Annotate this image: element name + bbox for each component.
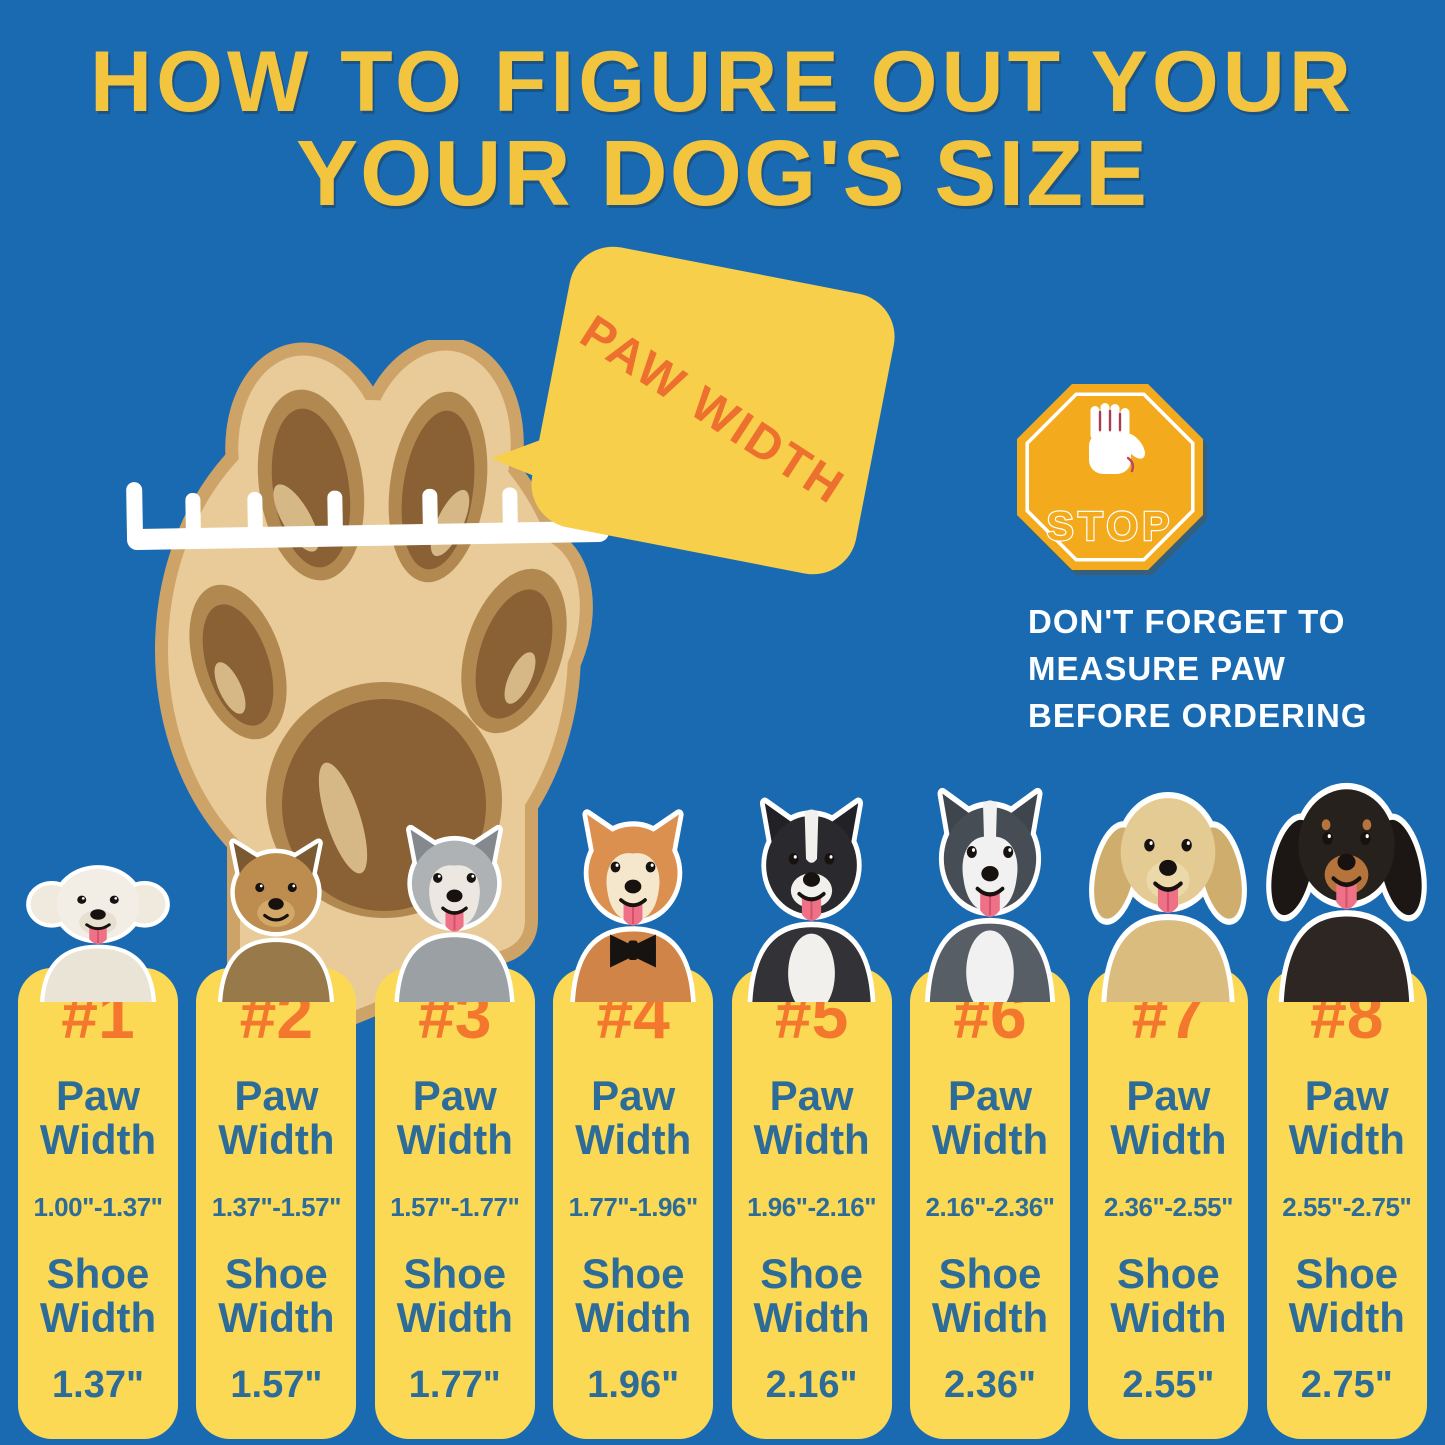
- page-title: HOW TO FIGURE OUT YOUR YOUR DOG'S SIZE: [0, 34, 1445, 225]
- size-card: #7 Paw Width 2.36"-2.55" Shoe Width 2.55": [1088, 968, 1249, 1439]
- shoe-width-label: Shoe Width: [575, 1250, 692, 1341]
- size-card: #5 Paw Width 1.96"-2.16" Shoe Width 2.16": [731, 968, 892, 1439]
- size-card: #8 Paw Width 2.55"-2.75" Shoe Width 2.75": [1266, 968, 1427, 1439]
- paw-width-range: 2.55"-2.75": [1282, 1192, 1412, 1222]
- reminder-note: DON'T FORGET TO MEASURE PAW BEFORE ORDER…: [1028, 598, 1408, 739]
- shoe-width-label: Shoe Width: [1110, 1250, 1227, 1341]
- shoe-width-value: 2.75": [1300, 1364, 1393, 1406]
- reminder-line-2: MEASURE PAW: [1028, 650, 1286, 687]
- shoe-width-label: Shoe Width: [1288, 1250, 1405, 1341]
- paw-width-label: Paw Width: [218, 1072, 335, 1163]
- paw-width-range: 1.77"-1.96": [568, 1192, 699, 1222]
- size-number: #1: [61, 978, 135, 1052]
- reminder-line-3: BEFORE ORDERING: [1028, 697, 1368, 734]
- title-line-1: HOW TO FIGURE OUT YOUR: [90, 34, 1355, 130]
- paw-width-label: Paw Width: [1110, 1072, 1227, 1163]
- shoe-width-value: 2.36": [944, 1364, 1036, 1406]
- paw-width-label: Paw Width: [931, 1072, 1049, 1163]
- stop-hand-icon: [1089, 403, 1145, 474]
- shoe-width-label: Shoe Width: [396, 1250, 513, 1341]
- shoe-width-value: 2.16": [765, 1364, 858, 1406]
- shoe-width-value: 2.55": [1122, 1364, 1215, 1406]
- paw-illustration: [126, 340, 609, 1059]
- size-number: #5: [774, 978, 849, 1052]
- stop-sign-inner-border: [1025, 392, 1195, 562]
- size-card: #2 Paw Width 1.37"-1.57" Shoe Width 1.57": [196, 968, 357, 1439]
- paw-width-range: 2.16"-2.36": [925, 1192, 1055, 1222]
- size-number: #8: [1310, 978, 1384, 1052]
- paw-width-range: 1.00"-1.37": [33, 1192, 163, 1222]
- paw-width-range: 1.37"-1.57": [211, 1192, 342, 1222]
- size-number: #3: [418, 978, 492, 1052]
- size-card: #4 Paw Width 1.77"-1.96" Shoe Width 1.96": [553, 968, 714, 1439]
- paw-width-label: Paw Width: [753, 1072, 870, 1163]
- paw-width-label: Paw Width: [396, 1072, 513, 1163]
- shoe-width-value: 1.77": [408, 1364, 501, 1406]
- shoe-width-value: 1.96": [587, 1364, 680, 1406]
- paw-width-range: 1.96"-2.16": [747, 1192, 877, 1222]
- stop-label: STOP: [1047, 503, 1174, 549]
- paw-width-range: 1.57"-1.77": [390, 1192, 520, 1222]
- size-card: #3 Paw Width 1.57"-1.77" Shoe Width 1.77": [374, 968, 535, 1439]
- size-card: #6 Paw Width 2.16"-2.36" Shoe Width 2.36": [910, 968, 1070, 1439]
- shoe-width-label: Shoe Width: [931, 1250, 1049, 1341]
- title-line-2: YOUR DOG'S SIZE: [295, 121, 1150, 225]
- reminder-line-1: DON'T FORGET TO: [1028, 603, 1346, 640]
- shoe-width-value: 1.37": [52, 1364, 144, 1406]
- stop-sign-icon: STOP: [1017, 384, 1203, 570]
- size-card: #1 Paw Width 1.00"-1.37" Shoe Width 1.37": [18, 968, 178, 1439]
- paw-width-range: 2.36"-2.55": [1103, 1192, 1234, 1222]
- paw-width-label: Paw Width: [39, 1072, 157, 1163]
- paw-width-label: Paw Width: [1288, 1072, 1405, 1163]
- paw-width-label: Paw Width: [575, 1072, 692, 1163]
- size-number: #2: [239, 978, 314, 1052]
- size-number: #4: [596, 978, 670, 1052]
- size-number: #7: [1131, 978, 1206, 1052]
- shoe-width-label: Shoe Width: [753, 1250, 870, 1341]
- shoe-width-label: Shoe Width: [218, 1250, 335, 1341]
- shoe-width-value: 1.57": [230, 1364, 323, 1406]
- size-number: #6: [953, 978, 1027, 1052]
- shoe-width-label: Shoe Width: [39, 1250, 157, 1341]
